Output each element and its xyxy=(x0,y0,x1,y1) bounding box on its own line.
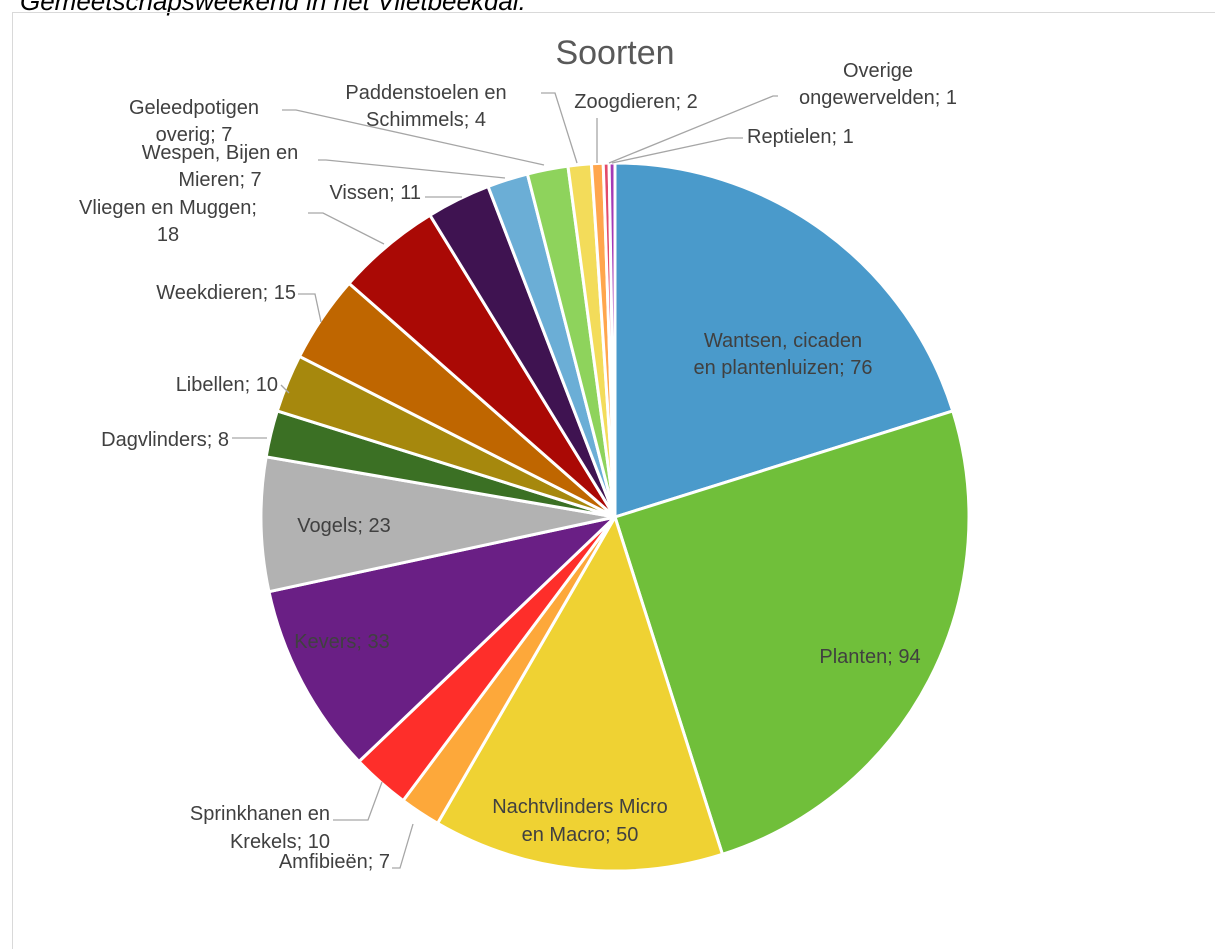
slice-label: Libellen; 10 xyxy=(176,374,278,396)
pie-slice xyxy=(259,455,617,594)
slice-label: Paddenstoelen en Schimmels; 4 xyxy=(345,82,506,131)
slice-label: Zoogdieren; 2 xyxy=(574,91,697,113)
slice-label: Wespen, Bijen en Mieren; 7 xyxy=(142,142,298,191)
pie-slice xyxy=(613,161,955,519)
chart-title: Soorten xyxy=(555,34,674,72)
slice-labels: Wantsen, cicaden en plantenluizen; 76 Plan… xyxy=(79,60,957,873)
pie-slice xyxy=(267,515,617,764)
slice-label: Vissen; 11 xyxy=(329,182,421,204)
slice-label: Kevers; 33 xyxy=(294,631,390,653)
leader-line xyxy=(282,109,545,166)
leader-line xyxy=(308,212,385,245)
slice-label: Vogels; 23 xyxy=(297,515,390,537)
pie-slices xyxy=(259,161,971,873)
slice-label: Weekdieren; 15 xyxy=(156,282,296,304)
pie-slice xyxy=(613,409,971,856)
leader-line xyxy=(611,137,743,164)
slice-label: Reptielen; 1 xyxy=(747,126,854,148)
leader-line xyxy=(392,823,414,869)
leader-line xyxy=(280,384,290,394)
slice-label: Dagvlinders; 8 xyxy=(101,429,229,451)
slice-label: Sprinkhanen en Krekels; 10 xyxy=(190,803,330,853)
slice-label: Amfibieën; 7 xyxy=(279,851,390,873)
leader-line xyxy=(608,95,778,164)
slice-label: Wantsen, cicaden en plantenluizen; 76 xyxy=(693,330,872,379)
leader-line xyxy=(298,293,322,323)
pie-slice xyxy=(436,515,724,873)
leader-line xyxy=(333,781,383,821)
slice-label: Nachtvlinders Micro en Macro; 50 xyxy=(492,796,668,846)
leader-lines xyxy=(232,92,778,869)
slice-label: Planten; 94 xyxy=(819,646,920,668)
chart-frame xyxy=(12,12,1215,949)
leader-line xyxy=(541,92,578,164)
slice-label: Vliegen en Muggen; 18 xyxy=(79,197,257,246)
slice-label: Geleedpotigen overig; 7 xyxy=(129,97,259,146)
leader-line xyxy=(318,159,506,179)
slice-label: Overige ongewervelden; 1 xyxy=(799,60,957,109)
